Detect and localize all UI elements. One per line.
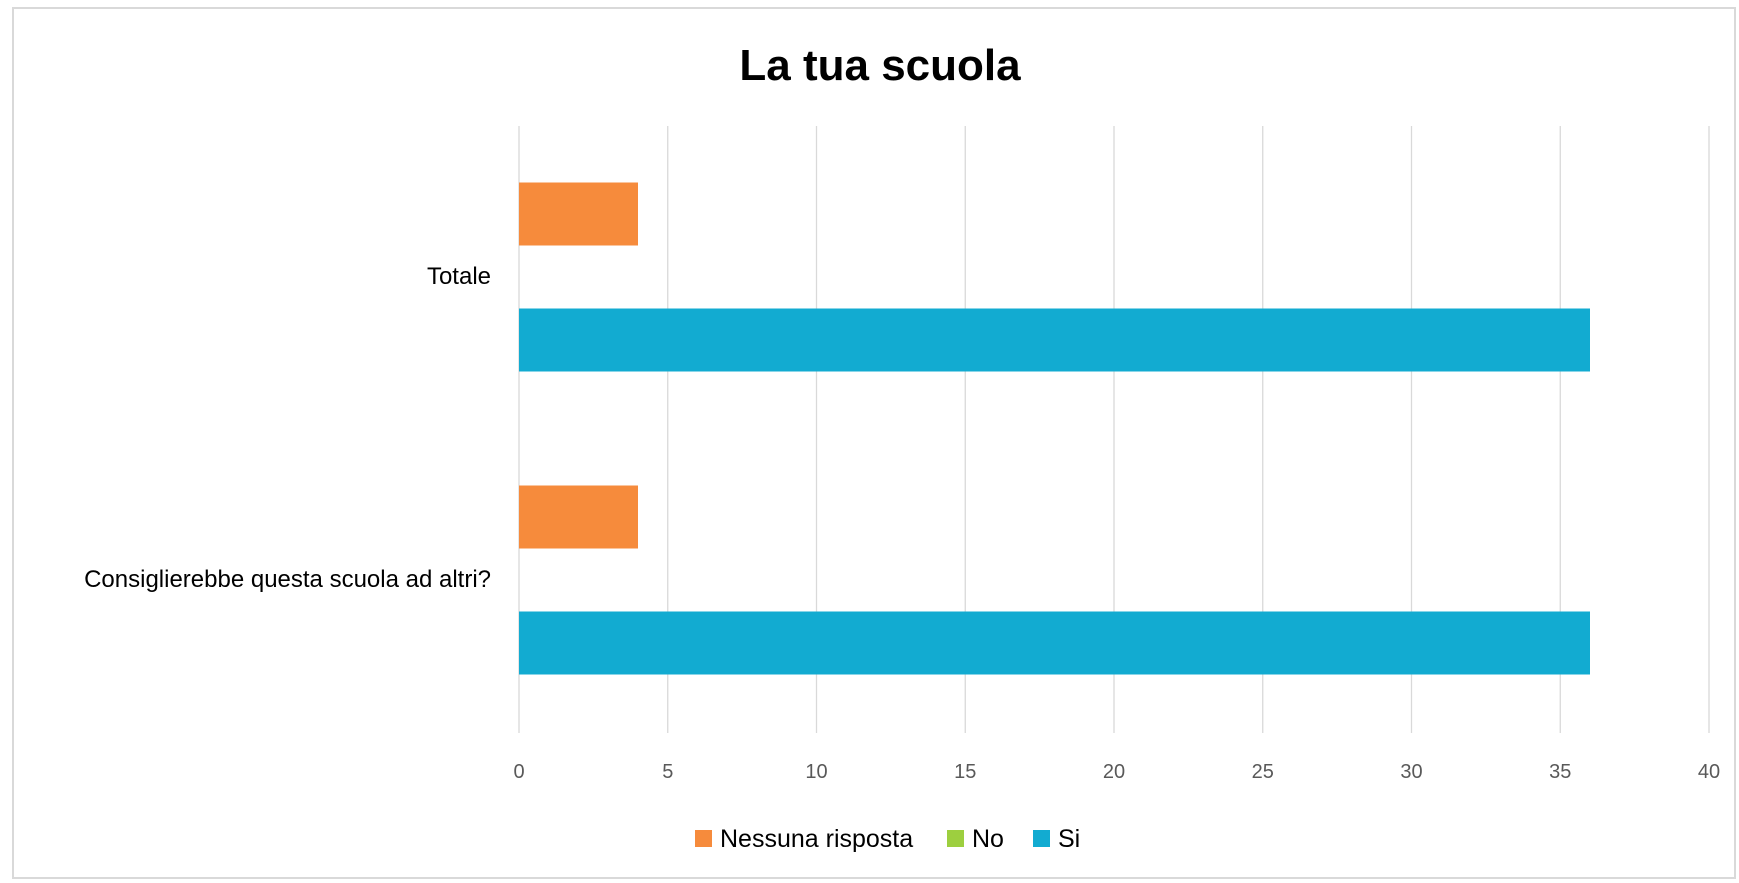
x-tick-label: 25 — [1252, 761, 1274, 783]
chart-frame — [12, 7, 1736, 879]
bar — [519, 308, 1590, 372]
legend-label: Si — [1058, 825, 1080, 853]
chart-title: La tua scuola — [739, 41, 1021, 90]
x-tick-label: 40 — [1698, 761, 1720, 783]
bar — [519, 485, 638, 549]
legend-label: Nessuna risposta — [720, 825, 913, 853]
legend-swatch — [695, 830, 712, 847]
category-label: Consiglierebbe questa scuola ad altri? — [84, 566, 491, 593]
legend-swatch — [1033, 830, 1050, 847]
legend-label: No — [972, 825, 1004, 853]
x-tick-label: 30 — [1400, 761, 1422, 783]
x-tick-label: 35 — [1549, 761, 1571, 783]
x-tick-label: 20 — [1103, 761, 1125, 783]
legend: Nessuna risposta No Si — [695, 825, 1080, 853]
bar-layer — [519, 182, 1590, 675]
legend-swatch — [947, 830, 964, 847]
bar — [519, 611, 1590, 675]
x-tick-label: 10 — [805, 761, 827, 783]
x-tick-label: 0 — [513, 761, 524, 783]
bar — [519, 182, 638, 246]
value-axis: 0 5 10 15 20 25 30 35 40 — [513, 761, 1720, 783]
x-tick-label: 15 — [954, 761, 976, 783]
category-axis: Totale Consiglierebbe questa scuola ad al… — [84, 263, 491, 593]
x-tick-label: 5 — [662, 761, 673, 783]
category-label: Totale — [427, 263, 491, 290]
